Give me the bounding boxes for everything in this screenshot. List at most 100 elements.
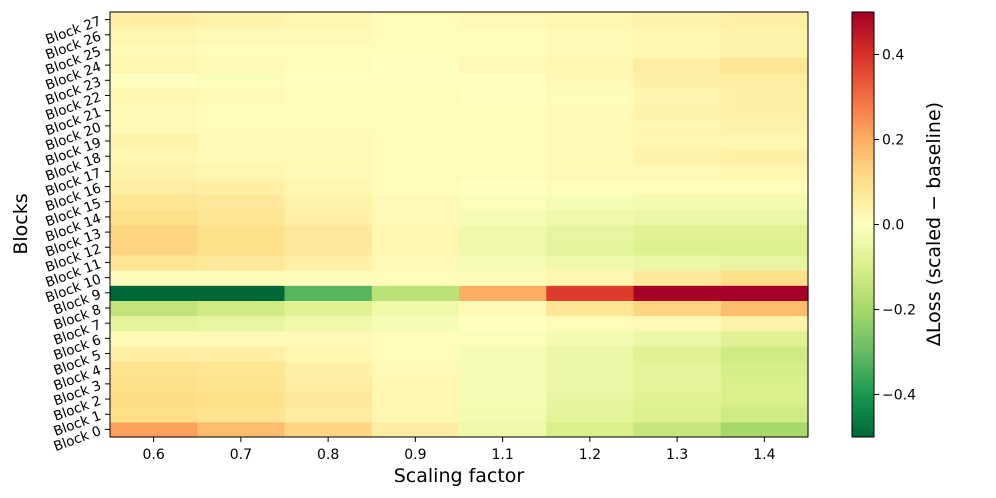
heatmap-cell bbox=[633, 163, 722, 180]
heatmap-cell bbox=[633, 285, 722, 301]
heatmap-cell bbox=[459, 87, 547, 104]
heatmap-cell bbox=[371, 361, 460, 377]
heatmap-cell bbox=[197, 224, 286, 241]
heatmap-cell bbox=[720, 178, 809, 195]
heatmap-cell bbox=[284, 345, 373, 362]
heatmap-cell bbox=[284, 118, 373, 135]
heatmap-cell bbox=[284, 254, 373, 271]
heatmap-cell bbox=[546, 118, 635, 135]
heatmap-cell bbox=[546, 72, 635, 89]
heatmap-cell bbox=[633, 345, 722, 362]
heatmap-cell bbox=[197, 285, 286, 301]
heatmap-cell bbox=[720, 406, 809, 423]
heatmap-cell bbox=[110, 194, 198, 210]
heatmap-cell bbox=[720, 239, 809, 256]
x-tick-label: 1.1 bbox=[491, 447, 513, 463]
heatmap-cell bbox=[459, 12, 547, 28]
heatmap-cell bbox=[633, 239, 722, 256]
heatmap-cell bbox=[284, 194, 373, 210]
heatmap-cell bbox=[110, 103, 198, 119]
heatmap-cell bbox=[197, 57, 286, 74]
heatmap-cell bbox=[546, 254, 635, 271]
heatmap-cell bbox=[110, 178, 198, 195]
heatmap-cell bbox=[720, 118, 809, 135]
heatmap-cell bbox=[459, 315, 547, 332]
heatmap-cell bbox=[633, 421, 722, 438]
x-tick-label: 1.4 bbox=[753, 447, 775, 463]
heatmap-cell bbox=[633, 270, 722, 286]
heatmap-cell bbox=[197, 345, 286, 362]
heatmap-cell bbox=[284, 406, 373, 423]
heatmap-cell bbox=[720, 163, 809, 180]
heatmap-cell bbox=[459, 239, 547, 256]
heatmap-cell bbox=[371, 178, 460, 195]
heatmap-cell bbox=[546, 300, 635, 317]
heatmap-cell bbox=[371, 239, 460, 256]
x-axis-ticks: 0.6 0.7 0.8 0.9 1.1 1.2 1.3 1.4 bbox=[142, 437, 776, 463]
heatmap-cell bbox=[284, 270, 373, 286]
heatmap-cell bbox=[546, 209, 635, 226]
heatmap-cell bbox=[284, 421, 373, 438]
heatmap-cell bbox=[459, 42, 547, 59]
heatmap-cell bbox=[633, 118, 722, 135]
heatmap-cell bbox=[546, 12, 635, 28]
heatmap-cell bbox=[110, 118, 198, 135]
heatmap-cell bbox=[110, 361, 198, 377]
heatmap-cell bbox=[371, 224, 460, 241]
heatmap-cell bbox=[284, 163, 373, 180]
heatmap-cell bbox=[110, 87, 198, 104]
heatmap-cell bbox=[371, 270, 460, 286]
heatmap-cell bbox=[459, 345, 547, 362]
colorbar bbox=[851, 11, 875, 438]
x-tick-label: 0.9 bbox=[404, 447, 426, 463]
heatmap-cell bbox=[110, 391, 198, 408]
heatmap-cell bbox=[633, 391, 722, 408]
heatmap-cell bbox=[546, 421, 635, 438]
heatmap-cell bbox=[459, 330, 547, 347]
heatmap-cell bbox=[720, 194, 809, 210]
heatmap-cell bbox=[720, 270, 809, 286]
heatmap-cell bbox=[284, 315, 373, 332]
heatmap-cell bbox=[633, 27, 722, 43]
colorbar-tick-label: 0.2 bbox=[882, 133, 904, 149]
x-tick-label: 0.6 bbox=[142, 447, 164, 463]
heatmap-cell bbox=[459, 391, 547, 408]
heatmap-cell bbox=[459, 270, 547, 286]
heatmap-cell bbox=[633, 315, 722, 332]
heatmap-cell bbox=[633, 57, 722, 74]
heatmap-cell bbox=[284, 87, 373, 104]
heatmap-cell bbox=[720, 224, 809, 241]
y-axis-label: Blocks bbox=[10, 193, 32, 254]
heatmap-cell bbox=[546, 361, 635, 377]
heatmap-cell bbox=[633, 376, 722, 393]
heatmap-cell bbox=[110, 224, 198, 241]
heatmap-cell bbox=[110, 270, 198, 286]
heatmap-cell bbox=[197, 209, 286, 226]
heatmap-cell bbox=[284, 285, 373, 301]
heatmap-cell bbox=[546, 103, 635, 119]
heatmap-cell bbox=[197, 315, 286, 332]
heatmap-cell bbox=[459, 254, 547, 271]
heatmap-cell bbox=[633, 42, 722, 59]
heatmap-cell bbox=[197, 254, 286, 271]
heatmap-cell bbox=[197, 103, 286, 119]
heatmap-cell bbox=[197, 87, 286, 104]
heatmap-cell bbox=[546, 330, 635, 347]
heatmap-cell bbox=[197, 391, 286, 408]
heatmap-cell bbox=[459, 421, 547, 438]
heatmap-cell bbox=[459, 376, 547, 393]
heatmap-cell bbox=[546, 285, 635, 301]
heatmap-cell bbox=[284, 224, 373, 241]
heatmap-cell bbox=[284, 103, 373, 119]
heatmap-cell bbox=[720, 87, 809, 104]
x-tick-label: 0.8 bbox=[317, 447, 339, 463]
heatmap-cell bbox=[110, 376, 198, 393]
heatmap-cell bbox=[459, 285, 547, 301]
heatmap-cell bbox=[633, 103, 722, 119]
heatmap-cell bbox=[197, 148, 286, 165]
heatmap-cell bbox=[633, 361, 722, 377]
heatmap-cell bbox=[633, 300, 722, 317]
heatmap-cell bbox=[284, 330, 373, 347]
heatmap-cell bbox=[371, 406, 460, 423]
